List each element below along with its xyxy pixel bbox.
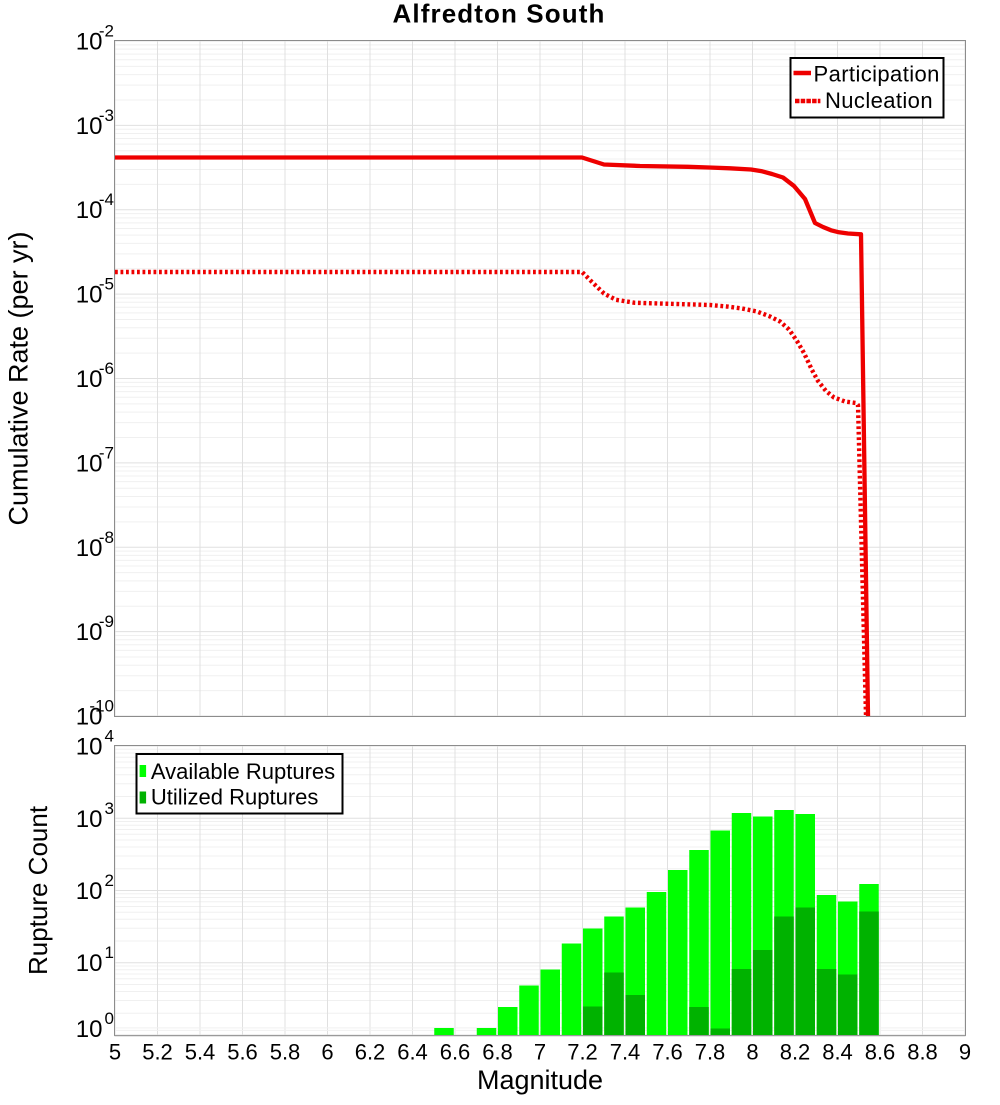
svg-text:-6: -6 [99,359,114,378]
svg-text:10: 10 [76,366,103,393]
svg-text:10: 10 [76,704,103,731]
svg-text:8.4: 8.4 [822,1040,853,1065]
svg-text:2: 2 [105,871,114,890]
svg-text:7.4: 7.4 [610,1040,641,1065]
svg-text:5: 5 [109,1040,121,1065]
svg-text:Cumulative Rate (per yr): Cumulative Rate (per yr) [4,231,34,525]
svg-text:5.8: 5.8 [270,1040,301,1065]
svg-text:10: 10 [76,450,103,477]
svg-text:Alfredton South: Alfredton South [393,0,606,29]
svg-text:1: 1 [105,943,114,962]
svg-text:6.4: 6.4 [397,1040,428,1065]
svg-text:Available Ruptures: Available Ruptures [151,759,335,784]
svg-text:-9: -9 [99,612,114,631]
svg-text:10: 10 [76,282,103,309]
svg-text:7: 7 [534,1040,546,1065]
svg-text:10: 10 [76,1016,103,1043]
svg-text:10: 10 [76,878,103,905]
svg-text:10: 10 [76,950,103,977]
svg-text:Magnitude: Magnitude [477,1065,603,1095]
svg-text:8.8: 8.8 [907,1040,938,1065]
svg-text:Nucleation: Nucleation [825,88,933,113]
svg-text:7.2: 7.2 [567,1040,598,1065]
svg-text:5.6: 5.6 [227,1040,258,1065]
svg-text:-8: -8 [99,528,114,547]
svg-text:10: 10 [76,535,103,562]
svg-text:-5: -5 [99,275,114,294]
svg-text:10: 10 [76,619,103,646]
svg-text:4: 4 [105,727,114,746]
svg-text:6.2: 6.2 [355,1040,386,1065]
svg-text:9: 9 [959,1040,971,1065]
svg-text:-7: -7 [99,443,114,462]
svg-text:8: 8 [746,1040,758,1065]
svg-text:-4: -4 [99,190,114,209]
svg-text:0: 0 [105,1009,114,1028]
svg-text:3: 3 [105,799,114,818]
svg-text:10: 10 [76,113,103,140]
svg-text:7.8: 7.8 [695,1040,726,1065]
svg-text:Utilized Ruptures: Utilized Ruptures [151,785,319,810]
svg-text:7.6: 7.6 [652,1040,683,1065]
svg-text:Rupture Count: Rupture Count [23,805,53,975]
svg-text:6.8: 6.8 [482,1040,513,1065]
svg-text:10: 10 [76,29,103,56]
svg-text:5.2: 5.2 [142,1040,173,1065]
svg-text:5.4: 5.4 [185,1040,216,1065]
svg-text:8.6: 8.6 [865,1040,896,1065]
svg-text:Participation: Participation [814,62,940,87]
svg-text:-3: -3 [99,106,114,125]
svg-text:6: 6 [321,1040,333,1065]
svg-text:-10: -10 [89,697,114,716]
svg-text:-2: -2 [99,22,114,41]
svg-text:10: 10 [76,197,103,224]
svg-text:10: 10 [76,806,103,833]
svg-text:10: 10 [76,734,103,761]
svg-text:8.2: 8.2 [780,1040,811,1065]
svg-text:6.6: 6.6 [440,1040,471,1065]
